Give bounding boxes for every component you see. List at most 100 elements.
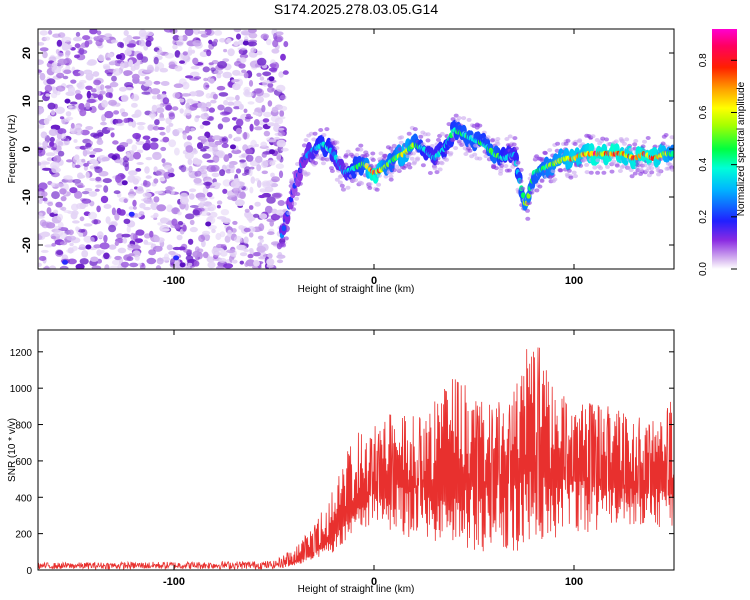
noise-blob (185, 125, 190, 134)
noise-blob (142, 192, 152, 198)
noise-blob (276, 36, 283, 43)
noise-blob (233, 106, 241, 110)
spectrogram-y-tick-label: -20 (21, 237, 33, 253)
noise-blob (96, 30, 102, 36)
signal-halo (321, 161, 326, 166)
signal-halo (539, 178, 545, 183)
noise-blob (145, 40, 152, 47)
noise-blob (103, 65, 111, 70)
signal-halo (418, 134, 424, 139)
noise-blob (184, 29, 194, 36)
noise-blob (145, 175, 152, 179)
signal-halo (324, 127, 330, 132)
noise-blob (254, 201, 261, 207)
noise-peak (64, 98, 71, 104)
noise-blob (185, 265, 191, 269)
signal-halo (547, 148, 553, 153)
noise-blob (256, 180, 262, 188)
signal-halo (391, 168, 397, 173)
noise-blob (274, 122, 279, 127)
noise-blob (243, 108, 248, 114)
noise-blob (179, 196, 189, 205)
noise-blob (193, 177, 202, 184)
noise-blob (227, 229, 233, 238)
noise-blob (209, 211, 218, 218)
signal-halo (670, 167, 674, 172)
snr-x-ticks: -100 0 100 (163, 330, 583, 588)
signal-halo (318, 128, 324, 132)
colorbar-ticks: 0.0 0.2 0.4 0.6 0.8 (698, 53, 737, 276)
signal-halo (394, 164, 400, 169)
noise-peak (179, 262, 186, 268)
colorbar-tick-label: 0.0 (698, 262, 709, 276)
noise-blob (134, 238, 143, 244)
signal-halo (406, 131, 412, 136)
noise-blob (223, 263, 234, 269)
spectrogram-y-tick-label: 0 (21, 146, 33, 152)
noise-blob (39, 72, 46, 81)
noise-peak (62, 259, 68, 265)
noise-blob (210, 99, 217, 104)
noise-blob (65, 111, 72, 117)
noise-blob (270, 213, 280, 221)
noise-peak (85, 244, 92, 250)
noise-blob (267, 82, 274, 88)
noise-blob (104, 110, 114, 119)
noise-blob (255, 88, 264, 97)
signal-halo (399, 135, 405, 140)
noise-blob (271, 106, 279, 113)
noise-blob (123, 198, 128, 203)
noise-blob (260, 33, 269, 40)
signal-halo (436, 137, 441, 142)
noise-blob (124, 86, 134, 91)
noise-blob (101, 157, 110, 162)
noise-blob (121, 233, 131, 238)
noise-blob (86, 90, 92, 99)
noise-blob (174, 223, 181, 230)
noise-blob (259, 238, 265, 243)
noise-blob (68, 104, 73, 109)
noise-blob (53, 209, 59, 214)
signal-halo (595, 170, 601, 175)
snr-y-tick-label: 600 (15, 457, 32, 468)
noise-blob (41, 191, 48, 197)
noise-blob (279, 94, 287, 100)
noise-blob (53, 155, 62, 163)
snr-panel: -100 0 100 0 200 400 600 800 1000 1200 Height of… (7, 329, 675, 595)
noise-blob (176, 234, 183, 241)
noise-blob (194, 90, 205, 97)
noise-blob (239, 191, 246, 200)
colorbar-tick-label: 0.2 (698, 209, 709, 223)
noise-blob (211, 228, 216, 234)
spectrogram-y-label: Frequency (Hz) (7, 115, 18, 184)
noise-blob (185, 75, 194, 79)
spectrogram-y-tick-label: 20 (21, 47, 33, 59)
noise-blob (135, 168, 142, 172)
noise-blob (182, 51, 188, 56)
signal-halo (525, 216, 531, 221)
snr-frame (37, 329, 675, 571)
signal-halo (388, 177, 394, 182)
signal-halo (435, 160, 441, 165)
noise-blob (144, 76, 150, 80)
snr-y-tick-label: 0 (26, 566, 32, 577)
signal-halo (642, 163, 648, 168)
signal-halo (642, 139, 647, 144)
noise-blob (205, 101, 212, 107)
noise-blob (38, 142, 42, 146)
noise-blob (81, 198, 92, 204)
snr-y-tick-label: 1000 (10, 384, 33, 395)
noise-blob (223, 154, 230, 163)
noise-blob (206, 49, 212, 57)
noise-blob (219, 38, 226, 43)
noise-blob (89, 154, 96, 158)
noise-blob (261, 170, 268, 175)
noise-blob (165, 104, 173, 111)
noise-blob (250, 176, 256, 184)
noise-blob (157, 222, 163, 226)
noise-blob (146, 31, 154, 37)
noise-blob (52, 33, 61, 38)
signal-halo (594, 138, 600, 142)
noise-blob (142, 79, 153, 87)
noise-blob (123, 218, 131, 224)
